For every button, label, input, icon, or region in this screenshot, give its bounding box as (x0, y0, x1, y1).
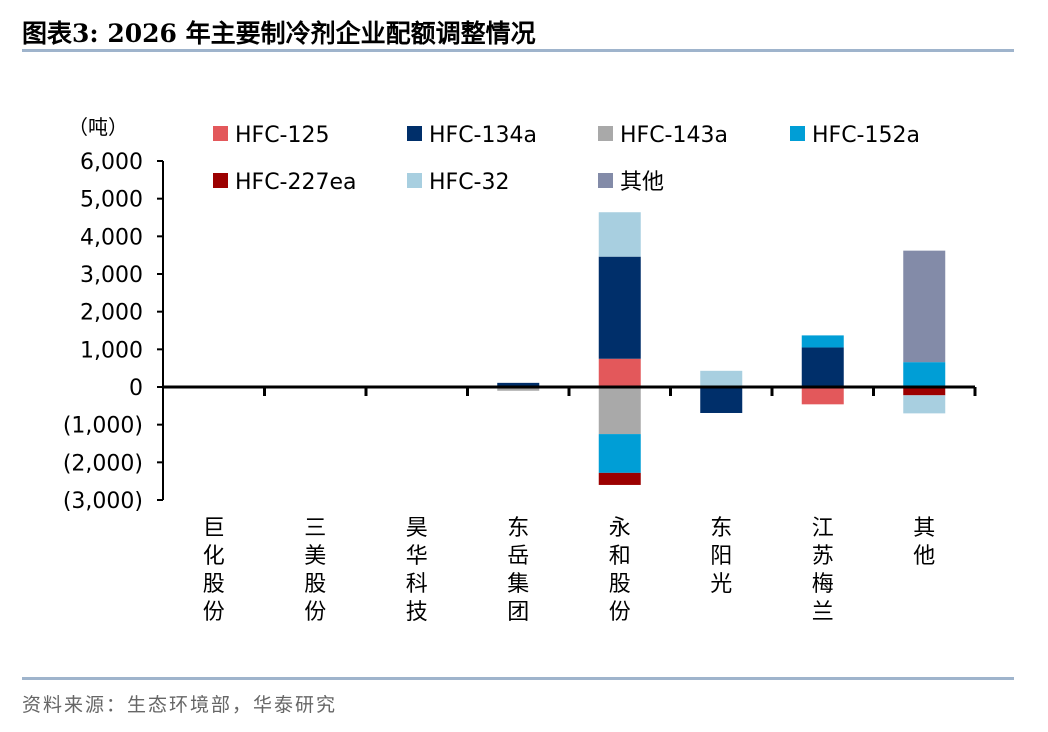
y-tick-label: 1,000 (80, 338, 143, 363)
bar-segment (598, 472, 641, 485)
legend-swatch (407, 173, 422, 188)
x-tick-label: 和 (609, 544, 631, 569)
x-tick-label: 集 (507, 572, 529, 597)
y-tick-label: 5,000 (80, 188, 143, 213)
x-tick-label: 其 (913, 516, 935, 541)
x-tick-label: 永 (609, 516, 631, 541)
x-tick-label: 华 (406, 544, 428, 569)
bar-segment (497, 387, 540, 391)
bar-segment (801, 347, 844, 387)
bar-segment (598, 358, 641, 387)
x-tick-label: 巨 (203, 516, 225, 541)
x-tick-label: 昊 (406, 516, 428, 541)
legend-label: HFC-134a (429, 123, 537, 148)
legend-swatch (213, 126, 228, 141)
x-tick-label: 股 (609, 572, 631, 597)
x-tick-label: 三 (304, 516, 326, 541)
x-tick-label: 份 (609, 600, 631, 625)
x-tick-label: 美 (304, 544, 326, 569)
x-tick-label: 化 (203, 544, 225, 569)
x-tick-label: 股 (203, 572, 225, 597)
bar-segment (497, 382, 540, 387)
x-tick-label: 股 (304, 572, 326, 597)
bar-segment (598, 212, 641, 257)
y-tick-label: 2,000 (80, 301, 143, 326)
bar-segment (598, 256, 641, 359)
legend-label: HFC-227ea (235, 170, 357, 195)
bar-segment (700, 370, 743, 387)
x-tick-label: 光 (710, 572, 732, 597)
x-tick-label: 他 (913, 544, 935, 569)
source-note: 资料来源：生态环境部，华泰研究 (22, 694, 338, 716)
legend-label: HFC-32 (429, 170, 510, 195)
bar-segment (903, 250, 946, 363)
legend-swatch (407, 126, 422, 141)
x-tick-label: 技 (406, 600, 428, 625)
bar-segment (903, 395, 946, 414)
y-tick-label: (2,000) (63, 451, 143, 476)
y-tick-label: 3,000 (80, 263, 143, 288)
bar-segment (598, 387, 641, 435)
legend-label: HFC-152a (812, 123, 920, 148)
x-tick-label: 梅 (812, 572, 834, 597)
bar-segment (801, 335, 844, 348)
y-axis-label: （吨） (68, 115, 128, 139)
chart-title: 图表3: 2026 年主要制冷剂企业配额调整情况 (22, 19, 536, 48)
x-tick-label: 岳 (507, 544, 529, 569)
y-tick-label: (1,000) (63, 414, 143, 439)
bar-segment (903, 387, 946, 396)
legend-swatch (790, 126, 805, 141)
y-tick-label: 4,000 (80, 225, 143, 250)
legend-label: 其他 (620, 170, 664, 195)
x-tick-label: 份 (304, 600, 326, 625)
x-tick-label: 东 (507, 516, 529, 541)
legend-swatch (598, 173, 613, 188)
y-tick-label: (3,000) (63, 489, 143, 514)
x-tick-label: 团 (507, 600, 529, 625)
x-tick-label: 兰 (812, 600, 834, 625)
bar-segment (700, 387, 743, 413)
y-tick-label: 0 (129, 376, 143, 401)
legend-swatch (598, 126, 613, 141)
x-tick-label: 东 (710, 516, 732, 541)
x-tick-label: 江 (812, 516, 834, 541)
legend-swatch (213, 173, 228, 188)
x-tick-label: 份 (203, 600, 225, 625)
y-tick-label: 6,000 (80, 150, 143, 175)
x-tick-label: 苏 (812, 544, 834, 569)
legend-label: HFC-125 (235, 123, 330, 148)
bar-segment (903, 362, 946, 387)
bar-segment (801, 387, 844, 405)
title-rule (22, 49, 1014, 52)
footer-rule (22, 677, 1014, 680)
bar-segment (598, 434, 641, 473)
x-tick-label: 科 (406, 572, 428, 597)
x-tick-label: 阳 (710, 544, 732, 569)
legend-label: HFC-143a (620, 123, 728, 148)
